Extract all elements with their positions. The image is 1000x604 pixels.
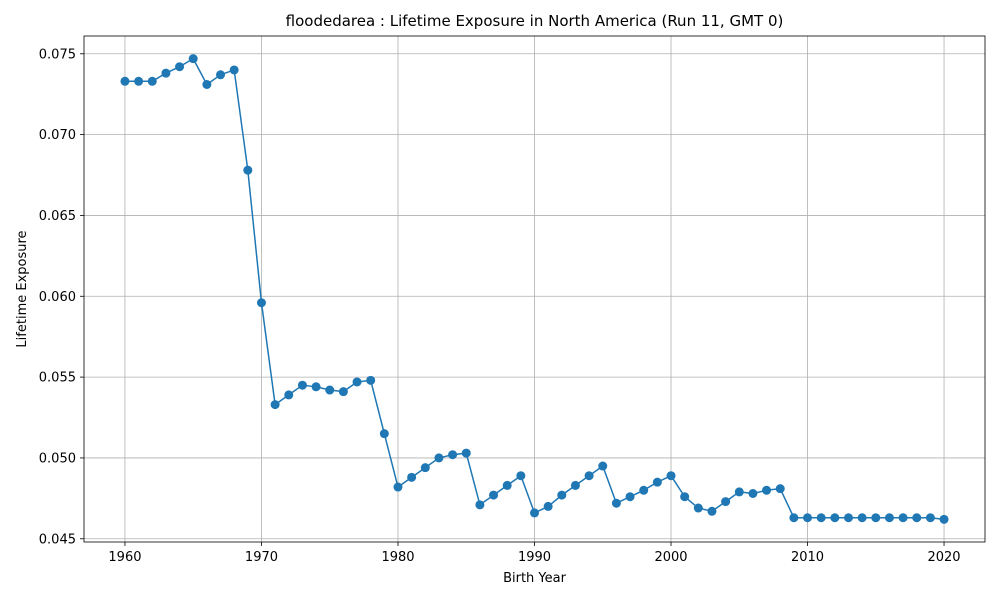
data-point xyxy=(202,79,212,89)
data-point xyxy=(188,54,198,64)
data-point xyxy=(680,492,690,502)
data-point xyxy=(147,76,157,86)
chart-title: floodedarea : Lifetime Exposure in North… xyxy=(286,12,784,30)
y-axis-label: Lifetime Exposure xyxy=(15,230,30,347)
data-point xyxy=(366,375,376,385)
data-point xyxy=(256,298,266,308)
data-point xyxy=(652,477,662,487)
data-point xyxy=(311,382,321,392)
x-tick-label: 2010 xyxy=(791,550,824,565)
data-point xyxy=(379,429,389,439)
data-point xyxy=(161,68,171,78)
data-point xyxy=(898,513,908,523)
data-point xyxy=(721,497,731,507)
series-layer xyxy=(120,54,949,524)
y-tick-label: 0.055 xyxy=(39,371,76,386)
data-point xyxy=(557,490,567,500)
data-point xyxy=(871,513,881,523)
x-tick-label: 2000 xyxy=(654,550,687,565)
data-point xyxy=(803,513,813,523)
x-axis-label: Birth Year xyxy=(503,571,567,586)
data-point xyxy=(775,484,785,494)
data-point xyxy=(543,501,553,511)
data-point xyxy=(325,385,335,395)
x-tick-label: 1980 xyxy=(381,550,414,565)
data-point xyxy=(216,70,226,80)
data-point xyxy=(475,500,485,510)
data-point xyxy=(175,62,185,72)
data-point xyxy=(420,463,430,473)
data-point xyxy=(270,400,280,410)
x-tick-label: 2020 xyxy=(927,550,960,565)
data-point xyxy=(461,448,471,458)
data-point xyxy=(789,513,799,523)
x-tick-label: 1960 xyxy=(108,550,141,565)
y-tick-label: 0.075 xyxy=(39,47,76,62)
y-tick-label: 0.065 xyxy=(39,209,76,224)
data-point xyxy=(884,513,894,523)
data-point xyxy=(598,461,608,471)
data-point xyxy=(229,65,239,75)
data-point xyxy=(407,472,417,482)
data-point xyxy=(434,453,444,463)
data-point xyxy=(925,513,935,523)
data-point xyxy=(120,76,130,86)
data-point xyxy=(707,506,717,516)
data-point xyxy=(625,492,635,502)
data-point xyxy=(448,450,458,460)
data-point xyxy=(284,390,294,400)
data-point xyxy=(611,498,621,508)
data-point xyxy=(134,76,144,86)
data-point xyxy=(530,508,539,518)
data-point xyxy=(489,490,499,500)
axis-ticks: 1960 1970 1980 1990 2000 2010 2020 0.045 0.050 0.… xyxy=(39,47,961,565)
data-point xyxy=(570,480,580,490)
data-point xyxy=(857,513,867,523)
data-point xyxy=(912,513,922,523)
data-point xyxy=(393,482,403,492)
x-tick-label: 1970 xyxy=(245,550,278,565)
data-point xyxy=(502,480,512,490)
x-tick-label: 1990 xyxy=(518,550,551,565)
data-point xyxy=(516,471,526,481)
data-point xyxy=(748,489,758,499)
data-point xyxy=(666,471,676,481)
data-point xyxy=(297,380,307,390)
data-point xyxy=(939,514,949,524)
data-point xyxy=(830,513,840,523)
data-point xyxy=(243,165,253,175)
data-point xyxy=(816,513,826,523)
data-point xyxy=(352,377,362,387)
data-point xyxy=(734,487,744,497)
data-point xyxy=(843,513,853,523)
y-tick-label: 0.070 xyxy=(39,128,76,143)
data-point xyxy=(693,503,703,513)
grid-lines xyxy=(84,36,985,542)
y-tick-label: 0.060 xyxy=(39,290,76,305)
y-tick-label: 0.050 xyxy=(39,451,76,466)
y-tick-label: 0.045 xyxy=(39,532,76,547)
data-point xyxy=(584,471,594,481)
data-point xyxy=(762,485,772,495)
data-point xyxy=(639,485,649,495)
data-point xyxy=(338,387,348,397)
